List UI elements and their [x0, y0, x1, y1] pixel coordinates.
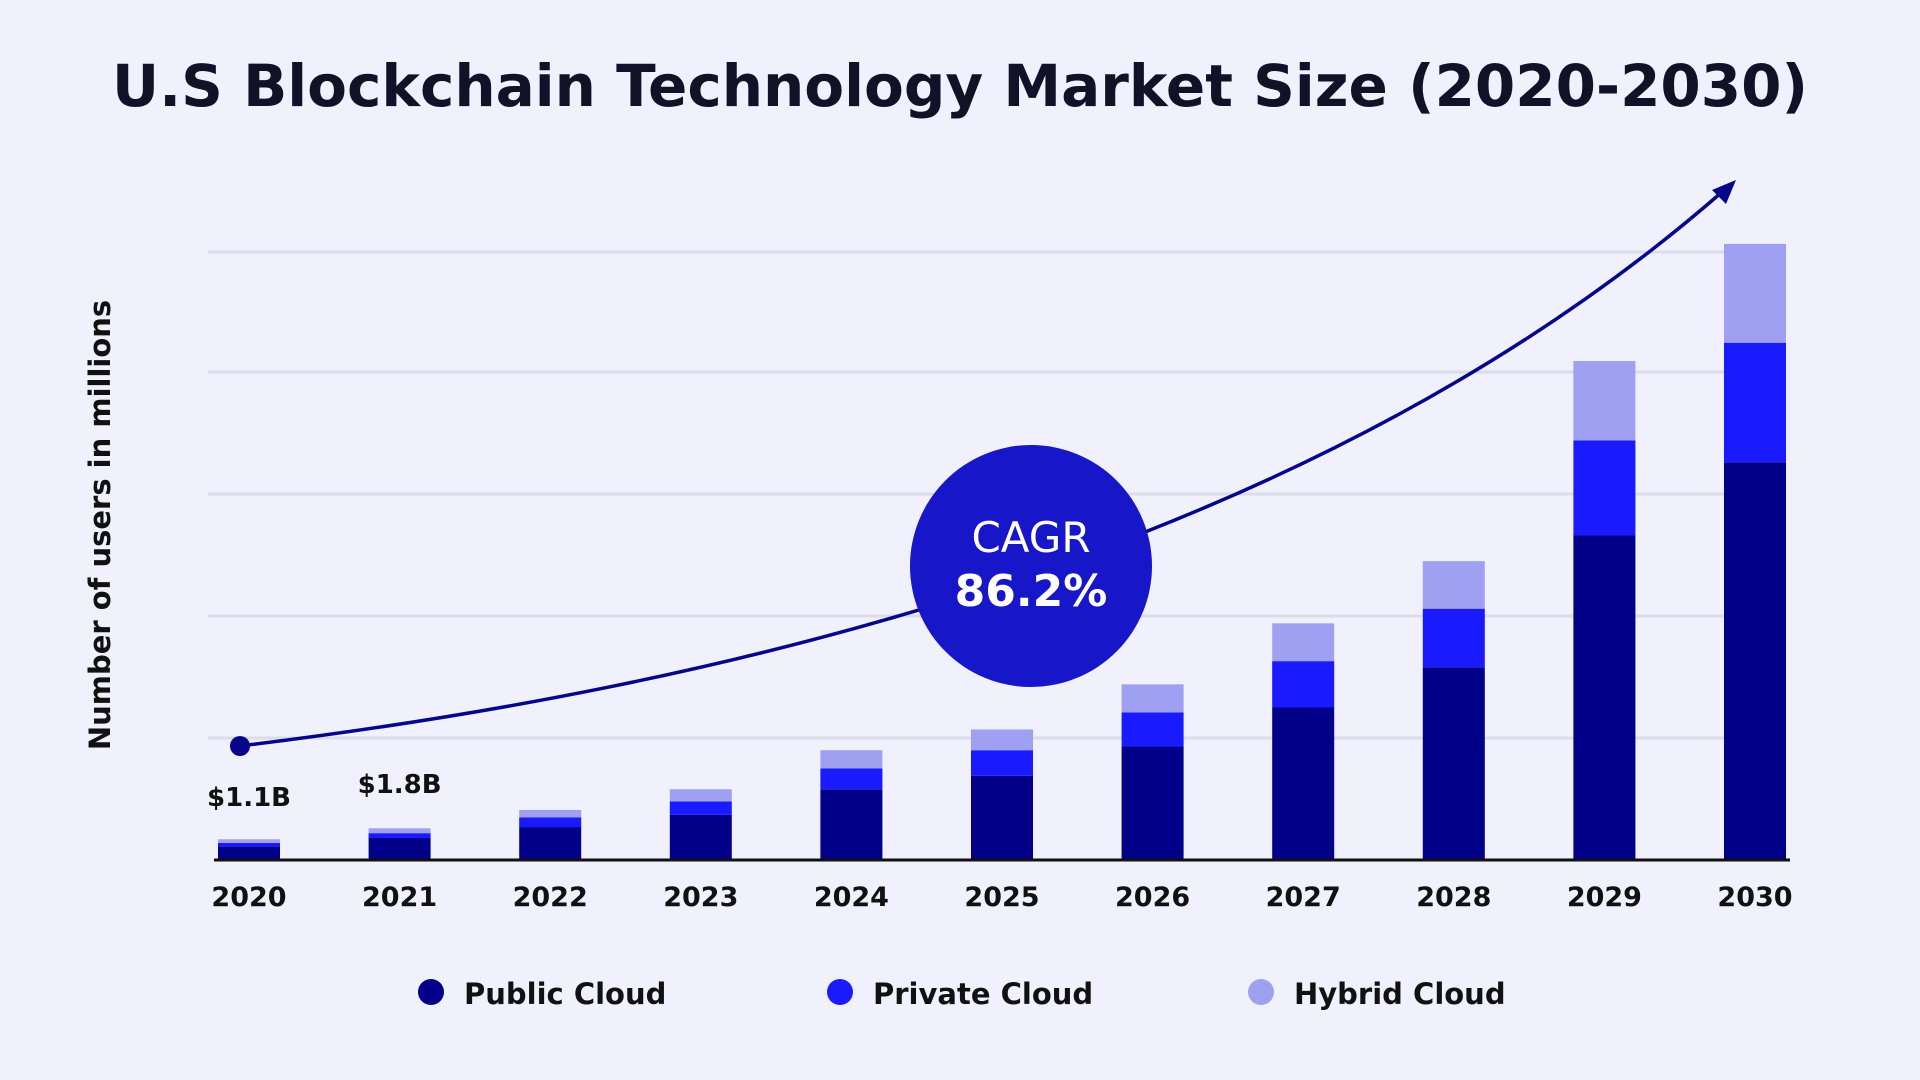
- cagr-value: 86.2%: [955, 566, 1108, 617]
- legend-item-public-cloud: Public Cloud: [418, 977, 666, 1011]
- data-label-2020: $1.1B: [207, 783, 291, 813]
- cagr-circle: [910, 445, 1152, 687]
- bars: [218, 243, 1786, 860]
- bar-private-cloud-2020: [218, 842, 280, 847]
- bar-public-cloud-2023: [669, 814, 732, 860]
- bar-hybrid-cloud-2028: [1422, 561, 1485, 609]
- cagr-label: CAGR: [971, 513, 1090, 562]
- legend-label: Private Cloud: [873, 977, 1093, 1011]
- bar-hybrid-cloud-2027: [1272, 623, 1335, 662]
- bar-public-cloud-2021: [368, 838, 431, 860]
- bar-private-cloud-2025: [971, 750, 1033, 776]
- bar-private-cloud-2023: [669, 801, 732, 815]
- legend-label: Hybrid Cloud: [1294, 977, 1506, 1011]
- legend-item-hybrid-cloud: Hybrid Cloud: [1248, 977, 1506, 1011]
- bar-private-cloud-2028: [1422, 608, 1485, 668]
- x-tick-2027: 2027: [1266, 882, 1341, 913]
- bar-private-cloud-2030: [1724, 342, 1786, 463]
- x-tick-2023: 2023: [663, 882, 738, 913]
- bar-hybrid-cloud-2020: [218, 839, 280, 843]
- cagr-callout: CAGR 86.2%: [910, 445, 1152, 687]
- bar-private-cloud-2024: [820, 768, 883, 790]
- bar-private-cloud-2029: [1573, 440, 1636, 536]
- legend-swatch: [1248, 979, 1274, 1005]
- bar-private-cloud-2027: [1272, 661, 1335, 708]
- legend-swatch: [418, 979, 444, 1005]
- legend-item-private-cloud: Private Cloud: [827, 977, 1093, 1011]
- bar-public-cloud-2028: [1422, 667, 1485, 860]
- bar-public-cloud-2030: [1724, 462, 1786, 860]
- x-tick-2025: 2025: [964, 882, 1039, 913]
- x-tick-2022: 2022: [513, 882, 588, 913]
- arrow-head-icon: [1712, 180, 1736, 204]
- bar-private-cloud-2022: [519, 817, 582, 828]
- bar-private-cloud-2021: [368, 833, 431, 839]
- x-tick-2024: 2024: [814, 882, 889, 913]
- bar-hybrid-cloud-2021: [368, 828, 431, 834]
- x-tick-2029: 2029: [1567, 882, 1642, 913]
- bar-public-cloud-2024: [820, 789, 883, 860]
- data-label-2021: $1.8B: [358, 770, 442, 800]
- bar-public-cloud-2027: [1272, 707, 1335, 860]
- bar-public-cloud-2026: [1121, 746, 1184, 860]
- bar-hybrid-cloud-2025: [971, 729, 1033, 751]
- data-labels: $1.1B $1.8B: [207, 770, 442, 813]
- bar-public-cloud-2029: [1573, 535, 1636, 860]
- y-axis-label: Number of users in millions: [83, 300, 117, 750]
- bar-hybrid-cloud-2030: [1724, 243, 1786, 343]
- bar-public-cloud-2020: [218, 846, 280, 860]
- x-tick-2028: 2028: [1416, 882, 1491, 913]
- bar-hybrid-cloud-2023: [669, 789, 732, 802]
- bar-hybrid-cloud-2022: [519, 809, 582, 818]
- bar-private-cloud-2026: [1121, 712, 1184, 747]
- bar-public-cloud-2022: [519, 827, 582, 860]
- legend: Public Cloud Private Cloud Hybrid Cloud: [418, 977, 1506, 1011]
- x-tick-2021: 2021: [362, 882, 437, 913]
- trend-start-dot: [230, 736, 250, 756]
- bar-hybrid-cloud-2029: [1573, 361, 1636, 441]
- bar-public-cloud-2025: [971, 775, 1033, 860]
- bar-hybrid-cloud-2024: [820, 750, 883, 769]
- legend-label: Public Cloud: [464, 977, 666, 1011]
- x-tick-2020: 2020: [211, 882, 286, 913]
- x-tick-2026: 2026: [1115, 882, 1190, 913]
- x-tick-2030: 2030: [1717, 882, 1792, 913]
- legend-swatch: [827, 979, 853, 1005]
- chart-title: U.S Blockchain Technology Market Size (2…: [112, 52, 1808, 120]
- x-tick-labels: 2020 2021 2022 2023 2024 2025 2026 2027 2028 2029…: [211, 882, 1792, 913]
- bar-hybrid-cloud-2026: [1121, 684, 1184, 713]
